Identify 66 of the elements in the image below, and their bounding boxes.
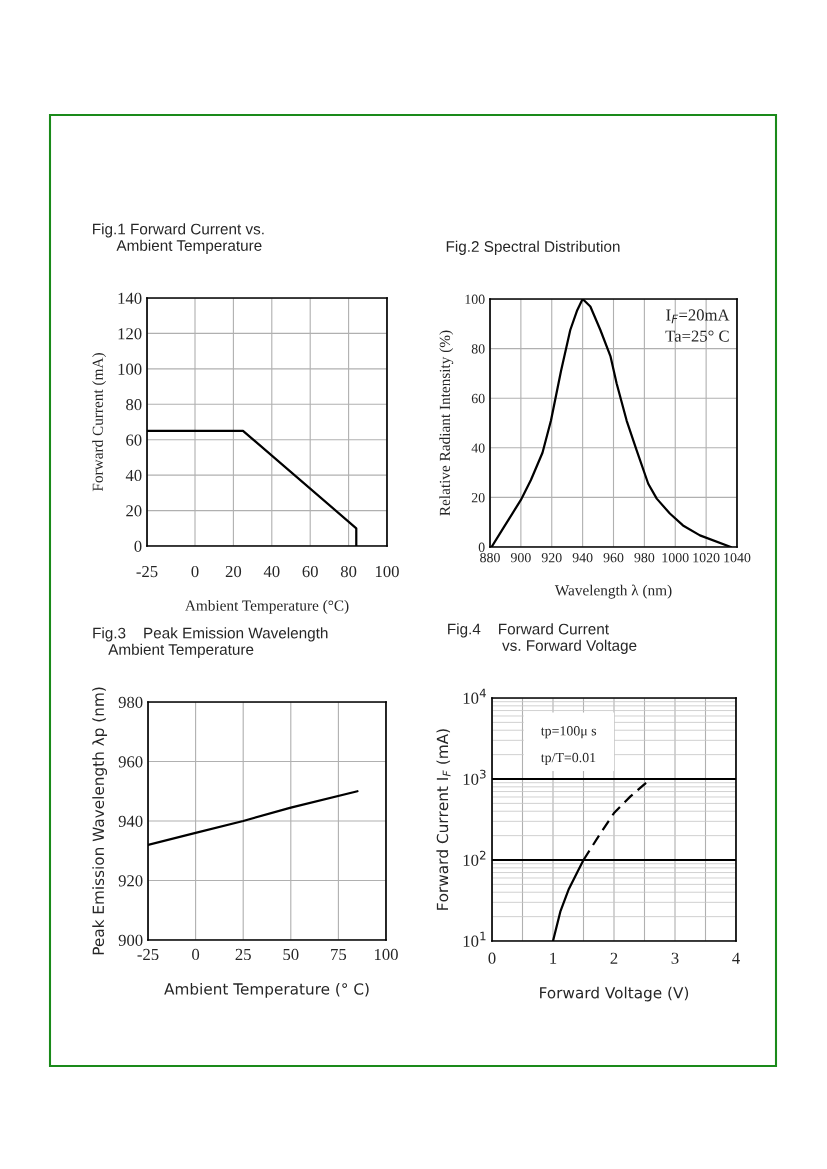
annotation: tp/T=0.01: [540, 752, 596, 766]
x-tick-label: 960: [603, 552, 624, 563]
x-tick-label: 1000: [662, 552, 689, 563]
x-axis-title: Ambient Temperature (° C): [164, 982, 369, 998]
y-tick-label: 0: [478, 542, 485, 552]
x-axis-title: Wavelength λ (nm): [554, 584, 672, 599]
y-tick-label: 80: [126, 398, 142, 411]
y-tick-label: 10$^{1}$: [463, 931, 486, 947]
x-tick-label: 1040: [724, 552, 751, 563]
x-tick-label: 75: [331, 948, 347, 961]
annotation: I$_{F}$=20mA: [666, 309, 730, 324]
y-tick-label: 20: [471, 492, 485, 503]
y-tick-label: 140: [118, 292, 142, 304]
chart-title: Fig.3 Peak Emission Wavelength Ambient Temperature: [93, 627, 328, 658]
y-tick-label: 10$^{2}$: [463, 850, 486, 866]
y-tick-label: 100: [118, 363, 142, 375]
x-tick-label: 940: [572, 552, 593, 563]
x-tick-label: 3: [671, 952, 679, 964]
y-axis-title: Relative Radiant Intensity (%): [439, 330, 454, 516]
x-tick-label: 25: [235, 948, 251, 961]
y-axis-title: Peak Emission Wavelength λp (nm): [92, 687, 108, 955]
y-tick-label: 20: [126, 505, 142, 517]
y-tick-label: 60: [471, 393, 485, 404]
y-tick-label: 100: [465, 294, 485, 304]
y-axis-title: Forward Current (mA): [92, 353, 107, 492]
y-tick-label: 120: [118, 328, 142, 340]
y-axis-title: Forward Current I$_{F}$ (mA): [436, 729, 451, 910]
chart-title: Fig.2 Spectral Distribution: [446, 240, 620, 255]
x-tick-label: 920: [541, 552, 562, 563]
y-tick-label: 980: [118, 696, 143, 708]
x-tick-label: 880: [480, 552, 500, 563]
annotation: Ta=25° C: [665, 330, 729, 342]
y-tick-label: 940: [118, 815, 143, 827]
y-tick-label: 900: [118, 934, 143, 946]
x-axis-title: Ambient Temperature (°C): [185, 600, 349, 614]
x-tick-label: 0: [192, 948, 200, 961]
x-tick-label: 60: [302, 565, 318, 578]
x-tick-label: 0: [488, 952, 496, 964]
y-tick-label: 920: [118, 875, 143, 887]
x-tick-label: 1020: [693, 552, 720, 563]
x-tick-label: 20: [225, 565, 242, 578]
x-tick-label: -25: [136, 565, 158, 578]
x-tick-label: -25: [137, 948, 159, 961]
y-tick-label: 0: [134, 540, 142, 552]
x-tick-label: 100: [374, 948, 398, 961]
y-tick-label: 40: [471, 443, 485, 453]
x-tick-label: 2: [610, 952, 618, 964]
x-tick-label: 980: [634, 552, 655, 563]
x-tick-label: 1: [550, 952, 557, 964]
x-tick-label: 900: [510, 552, 531, 563]
chart-title: Fig.4 Forward Current vs. Forward Voltage: [448, 623, 637, 654]
x-tick-label: 40: [263, 565, 280, 578]
y-tick-label: 10$^{3}$: [463, 769, 486, 785]
chart-title: Fig.1 Forward Current vs. Ambient Temperature: [93, 223, 264, 254]
y-tick-label: 80: [471, 344, 485, 354]
x-tick-label: 0: [191, 565, 199, 578]
y-tick-label: 60: [126, 434, 142, 446]
y-tick-label: 960: [118, 756, 143, 768]
x-tick-label: 4: [732, 952, 740, 964]
x-tick-label: 80: [340, 565, 357, 578]
x-tick-label: 50: [283, 948, 299, 961]
annotation: tp=100μ s: [540, 726, 597, 739]
x-tick-label: 100: [375, 565, 399, 578]
x-axis-title: Forward Voltage (V): [540, 986, 689, 1002]
y-tick-label: 40: [125, 469, 142, 482]
y-tick-label: 10$^{4}$: [463, 688, 486, 704]
